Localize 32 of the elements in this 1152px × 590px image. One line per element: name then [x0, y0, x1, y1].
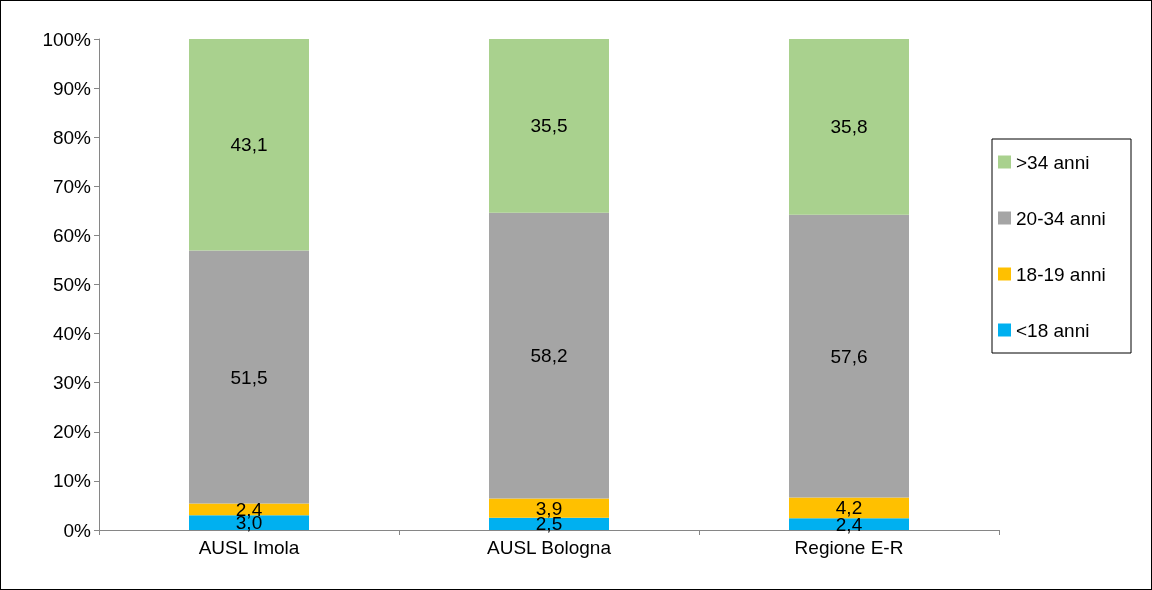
- bar: [789, 39, 909, 215]
- bar: [489, 498, 609, 518]
- legend-label: <18 anni: [1016, 319, 1090, 341]
- bar: [789, 497, 909, 519]
- y-tick-label: 80%: [52, 126, 92, 148]
- x-tick-label: Regione E-R: [794, 537, 904, 558]
- legend-label: 18-19 anni: [1016, 263, 1106, 285]
- y-tick-label: 90%: [52, 77, 92, 99]
- y-tick-label: 0%: [63, 519, 92, 541]
- y-tick-label: 20%: [52, 421, 92, 443]
- y-tick-label: 50%: [52, 274, 92, 295]
- data-label: 35,5: [530, 115, 568, 137]
- data-label: 51,5: [230, 366, 268, 388]
- data-label: 58,2: [530, 345, 568, 367]
- legend-label: 20-34 anni: [1016, 207, 1106, 229]
- y-tick-label: 10%: [52, 470, 92, 492]
- bar: [189, 250, 309, 504]
- data-label: 43,1: [230, 134, 268, 156]
- y-tick-label: 70%: [52, 175, 92, 197]
- x-tick-label: AUSL Bologna: [487, 537, 612, 558]
- bar: [789, 214, 909, 498]
- y-tick-label: 40%: [52, 323, 92, 345]
- legend-label: >34 anni: [1016, 151, 1090, 173]
- bar: [189, 39, 309, 251]
- x-tick-label: AUSL Imola: [198, 537, 300, 558]
- bar: [489, 212, 609, 499]
- data-label: 35,8: [830, 116, 868, 138]
- bar: [489, 39, 609, 213]
- y-tick-label: 30%: [52, 372, 92, 394]
- data-label: 57,6: [830, 345, 868, 367]
- y-tick-label: 100%: [42, 28, 92, 50]
- y-tick-label: 60%: [52, 224, 92, 246]
